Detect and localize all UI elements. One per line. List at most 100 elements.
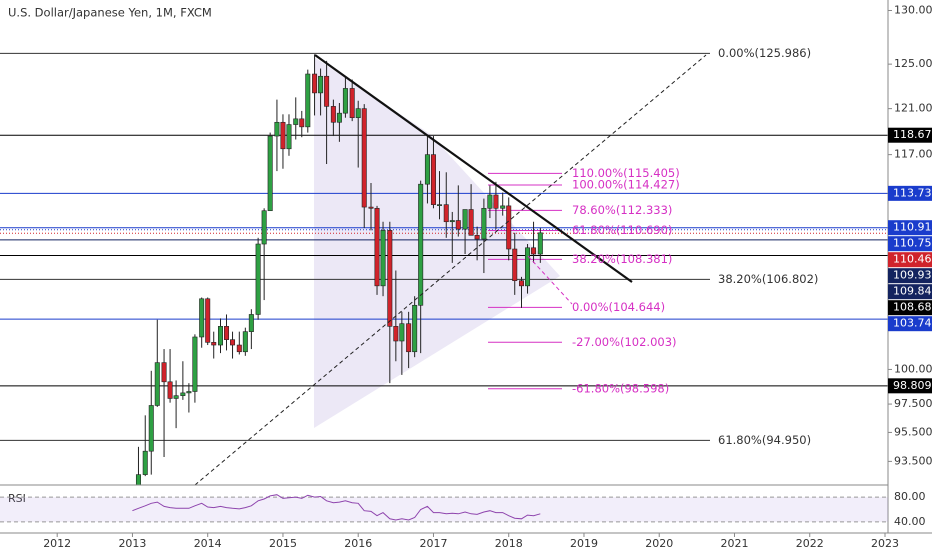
price-tag-label: 103.748 <box>893 317 932 330</box>
candle-body <box>412 304 418 353</box>
price-tag <box>888 236 932 252</box>
candle-body <box>330 106 336 123</box>
candle-body <box>430 154 436 205</box>
price-tag <box>888 268 932 284</box>
triangle-shade <box>314 57 560 428</box>
price-tag <box>888 185 932 201</box>
x-tick-label: 2020 <box>645 537 673 550</box>
fib-ext-label: -27.00%(102.003) <box>572 335 677 349</box>
candle-body <box>500 205 506 209</box>
candle-body <box>230 339 236 346</box>
fib-ext-label: 100.00%(114.427) <box>572 178 680 192</box>
candle-body <box>224 326 230 340</box>
price-tag <box>888 127 932 143</box>
x-tick-label: 2018 <box>495 537 523 550</box>
candle-body <box>217 326 223 346</box>
price-tag-label: 109.935 <box>893 269 932 282</box>
candle-body <box>481 207 487 240</box>
candle-body <box>286 124 292 150</box>
rsi-title: RSI <box>8 492 26 505</box>
candle-body <box>455 220 461 230</box>
y-tick-label: 125.000 <box>894 57 932 70</box>
candle-body <box>148 405 154 452</box>
price-tag <box>888 220 932 236</box>
price-tag <box>888 316 932 332</box>
candle-body <box>380 230 386 287</box>
candle-body <box>293 118 299 125</box>
x-tick-label: 2014 <box>194 537 222 550</box>
fib-ext-label: 78.60%(112.333) <box>572 203 672 217</box>
candle-body <box>493 194 499 209</box>
fib-label: 38.20%(106.802) <box>718 272 818 286</box>
candle-body <box>167 381 173 399</box>
candle-body <box>324 75 330 107</box>
candle-body <box>280 121 286 150</box>
candle-body <box>449 220 455 223</box>
price-tag-label: 118.673 <box>893 128 932 141</box>
candle-body <box>242 331 248 353</box>
x-tick-label: 2022 <box>796 537 824 550</box>
candle-body <box>173 395 179 399</box>
candle-body <box>468 209 474 236</box>
candle-body <box>387 230 393 327</box>
candle-body <box>192 336 198 392</box>
candle-body <box>355 108 361 119</box>
candle-body <box>180 392 186 396</box>
candle-body <box>142 450 148 475</box>
candle-body <box>261 210 267 245</box>
y-tick-label: 130.000 <box>894 3 932 16</box>
x-tick-label: 2023 <box>871 537 899 550</box>
candle-body <box>267 135 273 212</box>
candle-body <box>399 323 405 342</box>
y-tick-label: 117.000 <box>894 148 932 161</box>
candle-body <box>305 73 311 128</box>
candle-body <box>487 194 493 209</box>
price-tag-label: 108.686 <box>893 301 932 314</box>
fib-ext-label: 61.80%(110.690) <box>572 223 672 237</box>
candle-body <box>161 362 167 383</box>
x-tick-label: 2016 <box>344 537 372 550</box>
candle-body <box>462 209 468 230</box>
candle-body <box>506 205 512 250</box>
candle-body <box>361 108 367 208</box>
candle-body <box>443 204 449 223</box>
y-tick-label: 93.500 <box>894 454 932 467</box>
candle-body <box>248 314 254 332</box>
x-tick-label: 2015 <box>269 537 297 550</box>
x-tick-label: 2017 <box>419 537 447 550</box>
candle-body <box>418 183 424 306</box>
price-tag-label: 109.846 <box>893 285 932 298</box>
candle-body <box>525 247 531 287</box>
candle-body <box>274 121 280 137</box>
candle-body <box>312 73 318 94</box>
rsi-line <box>132 494 541 521</box>
candle-body <box>406 323 412 353</box>
price-tag-label: 110.750 <box>893 237 932 250</box>
candle-body <box>342 88 348 114</box>
candle-body <box>154 362 160 406</box>
candle-body <box>519 280 525 287</box>
candle-body <box>236 344 242 353</box>
candle-body <box>336 112 342 123</box>
rsi-tick-label: 40.00 <box>894 515 926 528</box>
price-tag <box>888 284 932 300</box>
candle-body <box>299 118 305 128</box>
fib-ext-label: 0.00%(104.644) <box>572 300 665 314</box>
price-tag <box>888 300 932 316</box>
x-tick-label: 2013 <box>118 537 146 550</box>
y-tick-label: 121.000 <box>894 102 932 115</box>
candle-body <box>205 298 211 343</box>
y-tick-label: 100.000 <box>894 362 932 375</box>
rsi-tick-label: 80.00 <box>894 490 926 503</box>
rsi-band <box>0 497 888 522</box>
candle-body <box>436 204 442 206</box>
candle-body <box>349 88 355 119</box>
candle-body <box>211 342 217 346</box>
trend-line <box>314 54 633 283</box>
fib-ext-label: -61.80%(98.598) <box>572 381 669 395</box>
candle-body <box>393 326 399 342</box>
trend-dashed <box>194 54 707 486</box>
x-tick-label: 2012 <box>43 537 71 550</box>
fib-label: 0.00%(125.986) <box>718 46 811 60</box>
